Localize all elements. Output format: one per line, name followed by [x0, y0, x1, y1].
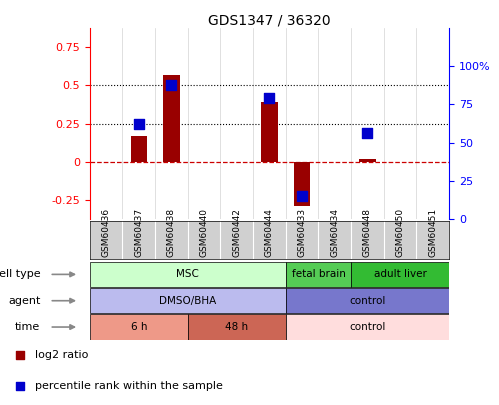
Text: GSM60440: GSM60440: [200, 208, 209, 257]
Text: 6 h: 6 h: [131, 322, 147, 332]
Text: agent: agent: [8, 296, 40, 306]
Text: time: time: [15, 322, 40, 332]
Bar: [286, 288, 449, 313]
Text: cell type: cell type: [0, 269, 40, 279]
Text: GSM60451: GSM60451: [428, 208, 437, 257]
Point: [168, 81, 176, 88]
Point: [363, 130, 371, 136]
Text: MSC: MSC: [176, 269, 199, 279]
Text: GSM60438: GSM60438: [167, 208, 176, 257]
Bar: [90, 262, 286, 287]
Bar: [163, 75, 180, 162]
Bar: [90, 288, 286, 313]
Point: [16, 382, 24, 389]
Text: control: control: [349, 296, 386, 306]
Text: fetal brain: fetal brain: [291, 269, 345, 279]
Bar: [131, 136, 147, 162]
Bar: [286, 314, 449, 340]
Point: [298, 193, 306, 199]
Text: control: control: [349, 322, 386, 332]
Bar: [359, 158, 376, 162]
Bar: [90, 314, 188, 340]
Bar: [261, 102, 277, 162]
Text: 48 h: 48 h: [225, 322, 249, 332]
Point: [265, 95, 273, 102]
Text: GSM60442: GSM60442: [233, 209, 242, 257]
Text: GSM60433: GSM60433: [297, 208, 306, 257]
Point: [135, 121, 143, 128]
Bar: [188, 314, 286, 340]
Text: GSM60436: GSM60436: [102, 208, 111, 257]
Text: GSM60434: GSM60434: [330, 208, 339, 257]
Point: [16, 352, 24, 358]
Title: GDS1347 / 36320: GDS1347 / 36320: [208, 13, 331, 27]
Text: DMSO/BHA: DMSO/BHA: [159, 296, 217, 306]
Bar: [294, 162, 310, 206]
Text: GSM60437: GSM60437: [134, 208, 143, 257]
Bar: [286, 262, 351, 287]
Text: adult liver: adult liver: [374, 269, 427, 279]
Text: log2 ratio: log2 ratio: [34, 350, 88, 360]
Bar: [351, 262, 449, 287]
Text: GSM60448: GSM60448: [363, 208, 372, 257]
Text: percentile rank within the sample: percentile rank within the sample: [34, 381, 223, 391]
Text: GSM60444: GSM60444: [265, 209, 274, 257]
Text: GSM60450: GSM60450: [396, 208, 405, 257]
